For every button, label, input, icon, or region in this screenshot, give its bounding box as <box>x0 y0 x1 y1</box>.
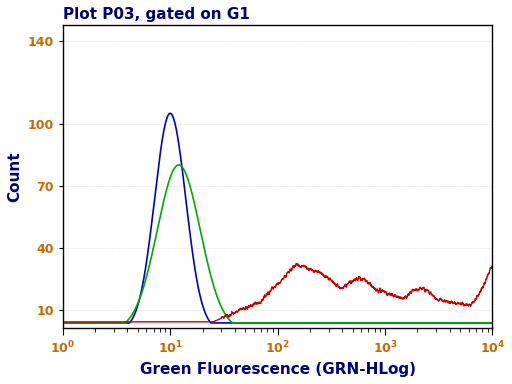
X-axis label: Green Fluorescence (GRN-HLog): Green Fluorescence (GRN-HLog) <box>140 362 416 377</box>
Y-axis label: Count: Count <box>7 151 22 202</box>
Text: Plot P03, gated on G1: Plot P03, gated on G1 <box>63 7 250 22</box>
